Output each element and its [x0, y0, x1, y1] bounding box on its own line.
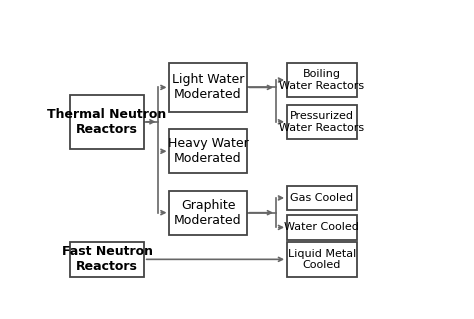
Text: Liquid Metal
Cooled: Liquid Metal Cooled — [288, 249, 356, 270]
FancyBboxPatch shape — [287, 215, 357, 240]
Text: Fast Neutron
Reactors: Fast Neutron Reactors — [62, 245, 153, 273]
Text: Heavy Water
Moderated: Heavy Water Moderated — [168, 137, 248, 165]
FancyBboxPatch shape — [169, 63, 246, 112]
Text: Boiling
Water Reactors: Boiling Water Reactors — [279, 69, 365, 91]
Text: Gas Cooled: Gas Cooled — [291, 193, 354, 203]
FancyBboxPatch shape — [287, 63, 357, 97]
FancyBboxPatch shape — [70, 242, 144, 277]
FancyBboxPatch shape — [169, 129, 246, 174]
FancyBboxPatch shape — [287, 242, 357, 277]
Text: Water Cooled: Water Cooled — [284, 222, 359, 233]
FancyBboxPatch shape — [169, 190, 246, 235]
Text: Light Water
Moderated: Light Water Moderated — [172, 73, 244, 101]
Text: Graphite
Moderated: Graphite Moderated — [174, 199, 242, 227]
FancyBboxPatch shape — [287, 186, 357, 210]
Text: Thermal Neutron
Reactors: Thermal Neutron Reactors — [47, 108, 167, 136]
Text: Pressurized
Water Reactors: Pressurized Water Reactors — [279, 111, 365, 133]
FancyBboxPatch shape — [287, 105, 357, 139]
FancyBboxPatch shape — [70, 95, 144, 149]
